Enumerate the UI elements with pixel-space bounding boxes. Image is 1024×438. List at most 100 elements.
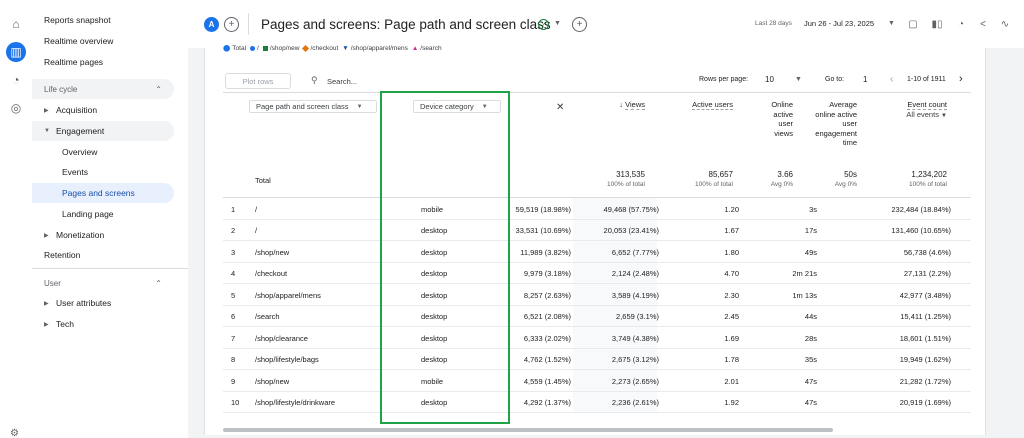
header-active-users[interactable]: Active users [692, 100, 733, 109]
cell-events: 19,949 (1.62%) [899, 355, 951, 364]
table-row[interactable]: 1 / mobile 59,519 (18.98%) 49,468 (57.75%) 1.… [223, 198, 971, 220]
total-active-users: 85,657 100% of total [695, 170, 733, 188]
goto-input[interactable]: 1 [863, 75, 868, 84]
cell-events: 42,977 (3.48%) [899, 290, 951, 300]
sidebar-item-events[interactable]: Events [62, 167, 88, 177]
primary-dimension-dropdown[interactable]: Page path and screen class ▼ [249, 100, 377, 113]
compare-icon[interactable]: ▮▯ [931, 18, 943, 30]
insights-icon[interactable]: ◔ [957, 18, 965, 30]
table-row[interactable]: 10/shop/lifestyle/drinkware desktop 4,292 … [223, 392, 971, 413]
cell-events: 21,282 (1.72%) [899, 376, 951, 386]
cell-avg: 49s [804, 247, 817, 257]
sidebar-item-realtime-pages[interactable]: Realtime pages [44, 57, 104, 67]
cell-views: 6,333 (2.02%) [523, 333, 571, 343]
advertising-icon[interactable]: ◎ [10, 101, 22, 115]
sidebar-item-engagement[interactable]: ▼ Engagement [32, 121, 174, 141]
pagination-text: 1-10 of 1911 [907, 76, 946, 83]
customize-report-icon[interactable]: ▢ [908, 18, 918, 30]
table-row[interactable]: 2 / desktop 33,531 (10.69%) 20,053 (23.41%) 1… [223, 220, 971, 241]
rows-per-page-label: Rows per page: [699, 76, 749, 83]
section-user[interactable]: User ⌃ [44, 278, 162, 288]
caret-right-icon: ▶ [44, 300, 49, 307]
sidebar-item-pages-and-screens[interactable]: Pages and screens [32, 183, 174, 203]
total-online: 3.66 Avg 0% [770, 170, 793, 188]
header-event-count[interactable]: Event count All events ▼ [906, 100, 947, 119]
add-icon[interactable]: + [572, 17, 587, 32]
section-life-cycle[interactable]: Life cycle ⌃ [32, 79, 174, 99]
legend-item[interactable]: / [250, 45, 259, 52]
gear-icon[interactable]: ⚙ [10, 428, 19, 438]
share-icon[interactable]: < [980, 18, 986, 30]
cell-device: desktop [421, 355, 448, 364]
table-row[interactable]: 8/shop/lifestyle/bags desktop 4,762 (1.52%… [223, 349, 971, 370]
table-row[interactable]: 9/shop/new mobile 4,559 (1.45%) 2,273 (2.65… [223, 370, 971, 392]
chevron-down-icon[interactable]: ▼ [554, 20, 561, 27]
legend-item[interactable]: /checkout [302, 44, 338, 52]
reports-icon[interactable]: ▥ [6, 42, 26, 62]
nav-rail: ⌂ ▥ ◔ ◎ [0, 0, 32, 438]
caret-right-icon: ▶ [44, 232, 49, 239]
avatar[interactable]: A [204, 17, 219, 32]
chevron-left-icon[interactable]: ‹ [890, 74, 894, 85]
horizontal-scrollbar[interactable] [223, 428, 833, 432]
cell-online: 1.67 [724, 226, 739, 235]
caret-down-icon: ▼ [356, 103, 363, 110]
sidebar-item-tech[interactable]: ▶ Tech [44, 319, 74, 329]
chevron-right-icon[interactable]: › [959, 73, 963, 85]
legend-total[interactable]: ⬤ Total [223, 44, 247, 53]
sidebar-item-overview[interactable]: Overview [62, 147, 98, 157]
table-row[interactable]: 4/checkout desktop 9,979 (3.18%) 2,124 (2.4… [223, 263, 971, 284]
sidebar-item-acquisition[interactable]: ▶ Acquisition [44, 105, 98, 115]
cell-device: mobile [421, 204, 444, 214]
sidebar-item-landing-page[interactable]: Landing page [62, 209, 114, 219]
table-row[interactable]: 5/shop/apparel/mens desktop 8,257 (2.63%) 3… [223, 284, 971, 306]
header-views[interactable]: ↓ Views [619, 100, 645, 109]
secondary-dimension-dropdown[interactable]: Device category ▼ [413, 100, 501, 113]
cell-events: 232,484 (18.84%) [891, 204, 951, 214]
sidebar-item-user-attributes[interactable]: ▶ User attributes [44, 298, 112, 308]
sidebar-divider [32, 268, 188, 269]
legend-item[interactable]: ▲/search [411, 44, 442, 52]
cell-idx: 10 [231, 398, 240, 407]
date-preset[interactable]: Last 28 days [755, 20, 792, 27]
cell-path: / [255, 204, 258, 214]
sidebar-item-monetization[interactable]: ▶ Monetization [44, 230, 105, 240]
cell-path: /shop/new [255, 376, 290, 386]
add-comparison-icon[interactable]: + [224, 17, 239, 32]
table-row[interactable]: 7/shop/clearance desktop 6,333 (2.02%) 3,74… [223, 327, 971, 349]
date-dropdown-icon[interactable]: ▼ [888, 20, 895, 27]
cell-avg: 1m 13s [792, 290, 817, 300]
date-range[interactable]: Jun 26 - Jul 23, 2025 [804, 19, 875, 28]
arrow-down-icon: ↓ [619, 100, 626, 109]
table-row[interactable]: 3/shop/new desktop 11,989 (3.82%) 6,652 (7.… [223, 241, 971, 263]
cell-users: 2,124 (2.48%) [611, 269, 659, 278]
trend-icon[interactable]: ∿ [1000, 18, 1010, 30]
cell-views: 33,531 (10.69%) [515, 226, 571, 235]
legend-item[interactable]: /shop/new [262, 45, 299, 52]
cell-idx: 5 [231, 290, 236, 300]
sidebar-item-realtime-overview[interactable]: Realtime overview [44, 36, 114, 46]
legend-item[interactable]: ▼/shop/apparel/mens [342, 44, 408, 52]
triangle-up-marker-icon: ▲ [411, 44, 419, 52]
caret-down-icon: ▼ [941, 112, 947, 119]
header-avg-engagement[interactable]: Average online active user engagement ti… [815, 100, 857, 147]
close-icon[interactable]: ✕ [556, 102, 565, 113]
header-online-active-user-views[interactable]: Online active user views [771, 100, 793, 138]
search-input[interactable] [327, 75, 447, 87]
total-events: 1,234,202 100% of total [909, 170, 947, 188]
square-marker-icon [262, 45, 268, 51]
explore-icon[interactable]: ◔ [12, 73, 20, 87]
cell-path: /shop/clearance [255, 333, 308, 343]
check-icon[interactable]: ✓ [538, 19, 549, 30]
cell-idx: 2 [231, 226, 236, 235]
sidebar-item-reports-snapshot[interactable]: Reports snapshot [44, 15, 111, 25]
rows-per-page-select[interactable]: 10 [765, 75, 774, 84]
table-row[interactable]: 6/search desktop 6,521 (2.08%) 2,659 (3.1%)… [223, 306, 971, 327]
chevron-down-icon[interactable]: ▼ [795, 76, 802, 83]
cell-users: 3,589 (4.19%) [611, 290, 659, 300]
plot-rows-button[interactable]: Plot rows [225, 73, 291, 89]
table-toolbar: Plot rows ⚲ Rows per page: 10 ▼ Go to: 1… [223, 72, 971, 92]
sidebar-item-retention[interactable]: Retention [44, 250, 81, 260]
home-icon[interactable]: ⌂ [12, 17, 20, 31]
caret-right-icon: ▶ [44, 107, 49, 114]
